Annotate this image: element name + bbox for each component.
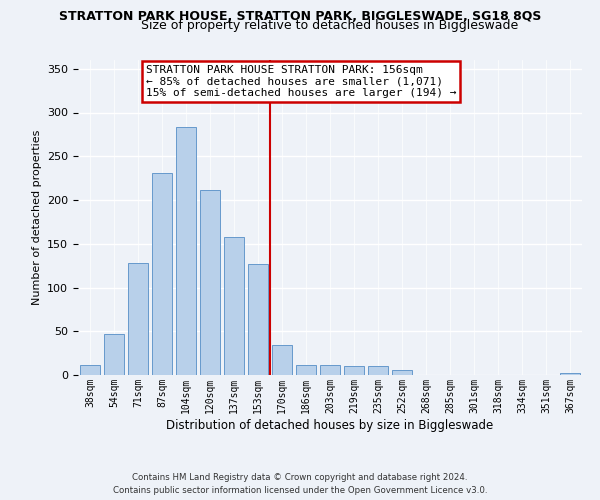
Bar xyxy=(224,237,244,375)
Y-axis label: Number of detached properties: Number of detached properties xyxy=(32,130,41,305)
Bar xyxy=(200,190,220,375)
Bar xyxy=(272,345,292,375)
Bar xyxy=(80,366,100,375)
Bar xyxy=(296,364,316,375)
Bar xyxy=(248,264,268,375)
Title: Size of property relative to detached houses in Biggleswade: Size of property relative to detached ho… xyxy=(142,20,518,32)
Bar xyxy=(368,366,388,375)
Bar xyxy=(560,373,580,375)
Text: STRATTON PARK HOUSE, STRATTON PARK, BIGGLESWADE, SG18 8QS: STRATTON PARK HOUSE, STRATTON PARK, BIGG… xyxy=(59,10,541,23)
Bar xyxy=(152,173,172,375)
Bar xyxy=(344,366,364,375)
Bar xyxy=(176,126,196,375)
Bar xyxy=(320,364,340,375)
Text: Contains HM Land Registry data © Crown copyright and database right 2024.
Contai: Contains HM Land Registry data © Crown c… xyxy=(113,474,487,495)
Text: STRATTON PARK HOUSE STRATTON PARK: 156sqm
← 85% of detached houses are smaller (: STRATTON PARK HOUSE STRATTON PARK: 156sq… xyxy=(146,64,457,98)
Bar xyxy=(128,263,148,375)
Bar xyxy=(392,370,412,375)
X-axis label: Distribution of detached houses by size in Biggleswade: Distribution of detached houses by size … xyxy=(166,418,494,432)
Bar xyxy=(104,334,124,375)
